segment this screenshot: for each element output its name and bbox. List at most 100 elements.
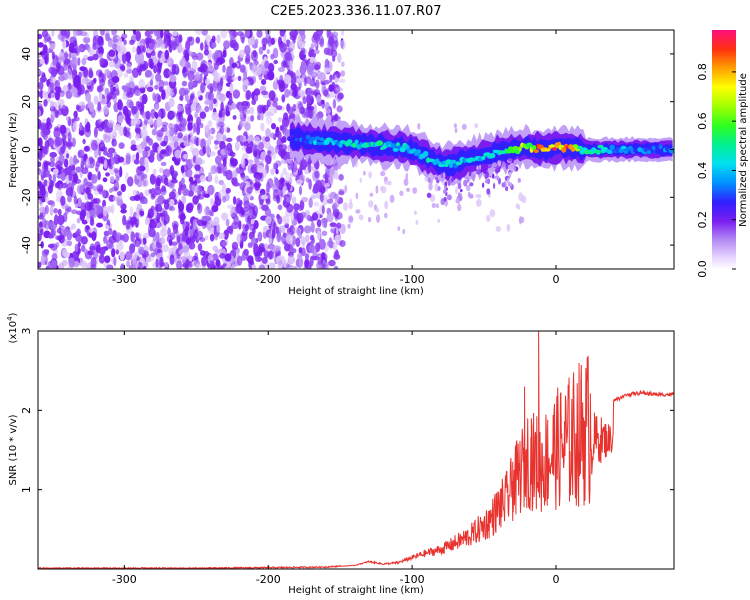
noise-blob bbox=[168, 191, 176, 200]
noise-blob bbox=[285, 172, 291, 183]
noise-blob bbox=[253, 150, 258, 158]
noise-blob bbox=[104, 224, 110, 230]
noise-blob bbox=[85, 78, 92, 87]
noise-blob bbox=[155, 231, 160, 243]
noise-blob bbox=[219, 57, 226, 64]
noise-blob bbox=[49, 151, 57, 158]
noise-blob bbox=[205, 144, 211, 155]
ridge-spread bbox=[468, 171, 472, 177]
noise-blob bbox=[125, 82, 131, 93]
noise-blob bbox=[298, 185, 303, 196]
noise-blob bbox=[320, 252, 328, 262]
noise-blob bbox=[231, 263, 235, 269]
noise-blob bbox=[159, 167, 164, 174]
noise-blob bbox=[204, 44, 209, 52]
noise-blob bbox=[237, 135, 244, 142]
noise-blob bbox=[214, 175, 219, 185]
noise-blob bbox=[152, 168, 157, 176]
noise-blob bbox=[72, 30, 78, 37]
ridge-core bbox=[577, 145, 583, 150]
noise-blob bbox=[96, 222, 103, 228]
noise-blob bbox=[116, 241, 124, 251]
noise-blob bbox=[38, 221, 43, 229]
y-tick-label: 3 bbox=[20, 328, 33, 335]
noise-blob bbox=[73, 195, 78, 205]
noise-blob bbox=[106, 239, 113, 249]
noise-blob bbox=[321, 205, 325, 215]
ridge-core bbox=[376, 140, 384, 146]
ridge-core bbox=[312, 140, 318, 146]
noise-blob bbox=[279, 42, 287, 53]
noise-blob bbox=[98, 70, 103, 78]
noise-blob bbox=[139, 210, 145, 217]
noise-blob bbox=[238, 104, 244, 113]
noise-blob bbox=[131, 118, 136, 127]
noise-blob bbox=[109, 176, 115, 183]
noise-blob bbox=[129, 243, 136, 254]
noise-blob bbox=[194, 121, 200, 133]
noise-blob bbox=[335, 211, 343, 220]
snr-plot-area bbox=[38, 331, 674, 569]
noise-blob bbox=[321, 217, 329, 224]
noise-blob bbox=[136, 166, 142, 176]
noise-blob bbox=[130, 231, 135, 243]
noise-blob bbox=[135, 240, 140, 248]
noise-blob bbox=[268, 90, 276, 101]
noise-blob bbox=[153, 187, 162, 196]
ridge-spread bbox=[443, 196, 447, 202]
noise-blob bbox=[75, 166, 82, 173]
noise-blob bbox=[282, 214, 290, 225]
noise-blob bbox=[99, 98, 107, 105]
noise-blob bbox=[251, 99, 257, 106]
noise-blob bbox=[214, 232, 218, 241]
noise-blob bbox=[289, 60, 294, 72]
noise-blob bbox=[199, 63, 208, 73]
noise-blob bbox=[279, 75, 284, 82]
noise-blob bbox=[176, 235, 181, 244]
noise-blob bbox=[267, 99, 272, 107]
noise-blob bbox=[137, 101, 144, 112]
noise-blob bbox=[215, 259, 221, 268]
noise-blob bbox=[95, 204, 102, 215]
noise-blob bbox=[231, 176, 238, 186]
noise-blob bbox=[48, 66, 55, 74]
noise-blob bbox=[240, 172, 245, 178]
noise-blob bbox=[169, 199, 175, 207]
ridge-spread bbox=[460, 189, 463, 193]
noise-blob bbox=[265, 128, 271, 138]
noise-blob bbox=[257, 104, 264, 114]
noise-blob bbox=[133, 159, 140, 165]
noise-blob bbox=[87, 99, 92, 109]
noise-blob bbox=[65, 187, 72, 197]
noise-blob bbox=[234, 141, 240, 152]
noise-blob bbox=[195, 71, 201, 82]
noise-blob bbox=[125, 154, 131, 165]
noise-blob bbox=[216, 223, 220, 234]
noise-blob bbox=[39, 203, 44, 214]
noise-blob bbox=[199, 111, 207, 119]
faint-spot bbox=[465, 185, 471, 192]
noise-blob bbox=[283, 112, 289, 121]
noise-blob bbox=[181, 80, 188, 87]
noise-blob bbox=[83, 248, 89, 255]
noise-blob bbox=[169, 206, 176, 212]
ridge-spread bbox=[489, 169, 492, 177]
noise-blob bbox=[171, 64, 177, 74]
noise-blob bbox=[341, 30, 345, 36]
noise-blob bbox=[232, 170, 238, 179]
noise-blob bbox=[200, 42, 204, 51]
noise-blob bbox=[209, 151, 216, 157]
noise-blob bbox=[338, 190, 345, 196]
noise-blob bbox=[158, 79, 165, 91]
faint-spot bbox=[495, 226, 502, 232]
noise-blob bbox=[112, 38, 119, 43]
faint-spot bbox=[330, 177, 333, 186]
noise-blob bbox=[135, 30, 141, 42]
noise-blob bbox=[192, 219, 198, 230]
noise-blob bbox=[87, 193, 94, 200]
noise-blob bbox=[218, 232, 226, 240]
noise-blob bbox=[314, 161, 318, 169]
noise-blob bbox=[256, 30, 263, 38]
ridge-spread bbox=[458, 195, 463, 201]
noise-blob bbox=[44, 33, 51, 42]
